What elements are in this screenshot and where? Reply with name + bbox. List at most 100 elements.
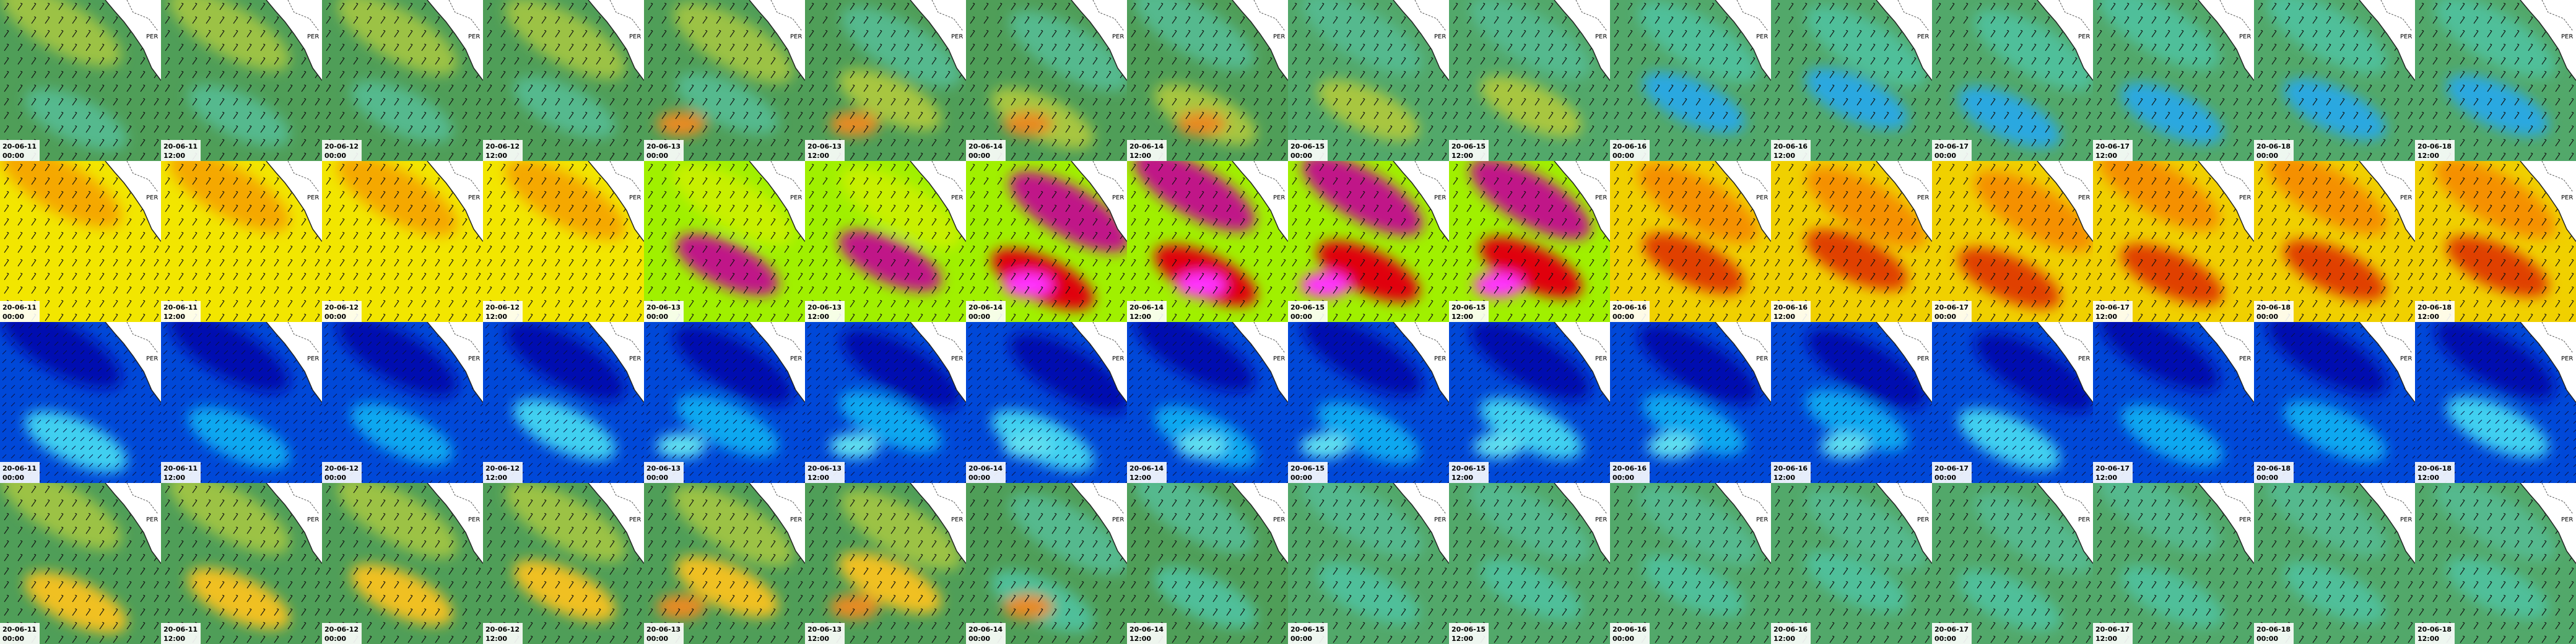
- time-label: 00:00: [1290, 152, 1312, 160]
- time-label: 12:00: [1451, 152, 1473, 160]
- place-label: PER: [629, 33, 641, 40]
- land: [2359, 483, 2415, 564]
- time-label-box: [322, 462, 362, 483]
- map-tile: PER 20-06-18 00:00: [2254, 0, 2415, 161]
- land: [1393, 0, 1449, 80]
- place-label: PER: [1112, 516, 1124, 523]
- place-label: PER: [1112, 194, 1124, 201]
- map-tile: PER 20-06-18 12:00: [2415, 0, 2576, 161]
- place-label: PER: [468, 33, 480, 40]
- land: [2198, 322, 2254, 402]
- time-label: 00:00: [2, 152, 24, 160]
- time-label: 00:00: [1612, 635, 1634, 643]
- time-label: 12:00: [2417, 635, 2439, 643]
- coastline: [266, 322, 322, 403]
- land: [2520, 0, 2576, 80]
- land: [2198, 161, 2254, 242]
- date-label: 20-06-18: [2256, 303, 2291, 311]
- date-label: 20-06-18: [2417, 303, 2452, 311]
- map-tile: PER 20-06-15 12:00: [1449, 483, 1610, 644]
- coastline: [2037, 322, 2093, 403]
- place-label: PER: [2400, 355, 2412, 362]
- date-label: 20-06-17: [2095, 142, 2130, 150]
- tile-content: PER 20-06-18 12:00: [2415, 0, 2576, 161]
- time-label-box: [1449, 462, 1489, 483]
- date-label: 20-06-11: [163, 303, 198, 311]
- time-label: 12:00: [485, 474, 507, 482]
- land: [1232, 322, 1288, 402]
- land: [1232, 0, 1288, 80]
- coastline: [1232, 483, 1288, 564]
- border: [1092, 322, 1125, 354]
- border: [2219, 322, 2252, 354]
- time-label: 00:00: [324, 313, 346, 321]
- time-label: 12:00: [2095, 635, 2117, 643]
- place-label: PER: [1595, 516, 1607, 523]
- land: [1393, 483, 1449, 564]
- date-label: 20-06-13: [807, 625, 842, 633]
- map-tile: PER 20-06-12 00:00: [322, 322, 483, 483]
- border: [1575, 483, 1608, 515]
- tile-content: PER 20-06-14 12:00: [1127, 0, 1288, 161]
- map-tile: PER 20-06-13 12:00: [805, 483, 966, 644]
- time-label: 12:00: [2095, 152, 2117, 160]
- date-label: 20-06-12: [324, 625, 359, 633]
- map-tile: PER 20-06-13 00:00: [644, 483, 805, 644]
- place-label: PER: [2561, 194, 2573, 201]
- time-label-box: [2254, 623, 2294, 644]
- date-label: 20-06-12: [485, 625, 520, 633]
- border: [2541, 322, 2574, 354]
- coastline: [1554, 161, 1610, 242]
- time-label: 00:00: [324, 474, 346, 482]
- border: [287, 322, 320, 354]
- place-label: PER: [1756, 516, 1768, 523]
- time-label: 00:00: [2, 474, 24, 482]
- map-tile: PER 20-06-16 00:00: [1610, 322, 1771, 483]
- date-label: 20-06-14: [1129, 464, 1164, 472]
- tile-content: PER 20-06-15 12:00: [1449, 483, 1610, 644]
- tile-content: PER 20-06-14 12:00: [1127, 161, 1288, 322]
- place-label: PER: [146, 516, 158, 523]
- time-label: 12:00: [1129, 474, 1151, 482]
- date-label: 20-06-13: [646, 464, 681, 472]
- date-label: 20-06-12: [324, 142, 359, 150]
- border: [287, 483, 320, 515]
- map-tile: PER 20-06-15 12:00: [1449, 161, 1610, 322]
- land: [1232, 483, 1288, 564]
- map-tile: PER 20-06-17 00:00: [1932, 322, 2093, 483]
- time-label-box: [483, 623, 523, 644]
- land: [105, 483, 161, 564]
- coastline: [105, 161, 161, 242]
- time-label: 12:00: [1129, 313, 1151, 321]
- time-label-box: [644, 623, 684, 644]
- time-label: 00:00: [324, 152, 346, 160]
- time-label: 12:00: [163, 635, 185, 643]
- time-label-box: [0, 140, 40, 161]
- place-label: PER: [629, 194, 641, 201]
- land: [1876, 161, 1932, 242]
- coastline: [1554, 322, 1610, 403]
- coastline: [1232, 0, 1288, 81]
- tile-content: PER 20-06-15 12:00: [1449, 322, 1610, 483]
- date-label: 20-06-18: [2417, 625, 2452, 633]
- coastline: [1071, 161, 1127, 242]
- time-label-box: [1288, 140, 1328, 161]
- map-tile: PER 20-06-14 12:00: [1127, 0, 1288, 161]
- land: [588, 0, 644, 80]
- time-label: 00:00: [2, 635, 24, 643]
- time-label: 00:00: [2, 313, 24, 321]
- coastline: [2037, 0, 2093, 81]
- time-label: 12:00: [485, 635, 507, 643]
- border: [126, 161, 159, 193]
- border: [1253, 483, 1286, 515]
- place-label: PER: [1917, 33, 1929, 40]
- place-label: PER: [307, 355, 319, 362]
- land: [427, 0, 483, 80]
- land: [910, 0, 966, 80]
- time-label-box: [1932, 462, 1972, 483]
- map-tile: PER 20-06-18 00:00: [2254, 483, 2415, 644]
- map-tile: PER 20-06-12 12:00: [483, 0, 644, 161]
- coastline: [266, 161, 322, 242]
- coastline: [588, 483, 644, 564]
- time-label-box: [322, 301, 362, 322]
